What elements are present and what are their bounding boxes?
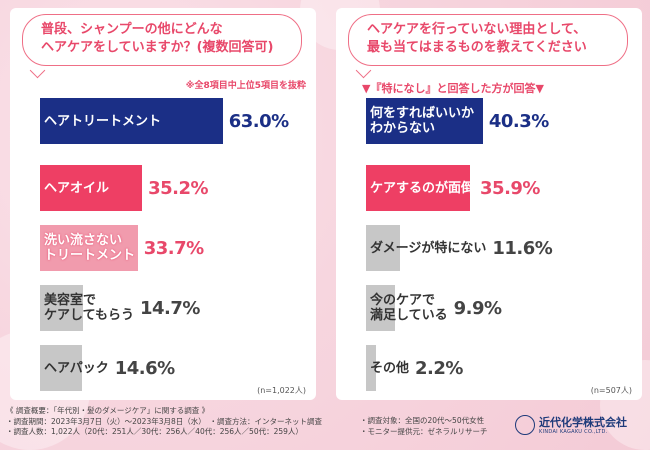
bar [366,345,376,391]
bar-category-label: ダメージが特にない [370,225,486,271]
bar-category-line: その他 [370,360,410,376]
bar-value-label: 14.7% [139,297,200,319]
question-line: ヘアケアをしていますか？(複数回答可) [41,40,274,55]
bar-category-line: 何をすればいいか [370,106,475,121]
bar [366,98,483,144]
bar-value-label: 14.6% [114,357,175,379]
bar-category-line: ダメージが特にない [370,240,487,256]
bar-category-line: 洗い流さない [44,233,123,248]
bar-category-label: 美容室で ケアしてもらう [44,285,134,331]
bar-value-label: 40.3% [488,110,549,132]
bar-category-line: ヘアトリートメント [44,113,162,129]
question-line: 普段、シャンプーの他にどんな [41,22,223,37]
footer-line: ・調査期間：2023年3月7日（火）～2023年3月8日（水） ・調査方法：イン… [6,416,323,426]
question-line: 最も当てはまるものを教えてください [367,40,587,55]
bar-category-label: 洗い流さない トリートメント [44,225,135,271]
bar-category-line: トリートメント [44,248,136,263]
bar-category-line: 満足している [370,308,448,323]
logo-name: 近代化学株式会社 [539,416,627,429]
bar-category-line: 今のケアで [370,293,436,308]
bar [366,285,395,331]
bar-value-label: 63.0% [228,110,289,132]
bar-category-line: 美容室で [44,293,97,308]
question-line: ヘアケアを行っていない理由として、 [367,22,587,37]
footer-line: ・調査対象：全国の20代～50代女性 [360,416,485,425]
bar-category-label: ヘアオイル [44,165,109,211]
bar-value-label: 11.6% [492,237,553,259]
right-question: ヘアケアを行っていない理由として、 最も当てはまるものを教えてください [348,14,628,66]
bar-category-label: ヘアパック [44,345,109,391]
right-panel: ヘアケアを行っていない理由として、 最も当てはまるものを教えてください ▼『特に… [336,8,642,400]
footer-line: 《 調査概要：「年代別・髪のダメージケア」に関する調査 》 [6,406,210,415]
bar-value-label: 2.2% [415,357,463,379]
bar-category-label: ケアするのが面倒 [370,165,474,211]
bar-category-line: ヘアオイル [44,180,110,196]
bar-value-label: 35.9% [480,177,540,199]
bar [366,165,471,211]
bar-value-label: 35.2% [148,177,209,199]
bar-category-label: その他 [370,345,409,391]
bar [40,285,83,331]
bar [40,345,83,391]
bar-category-line: ケアするのが面倒 [370,180,475,196]
bar-value-label: 33.7% [143,237,204,259]
left-panel: 普段、シャンプーの他にどんな ヘアケアをしていますか？(複数回答可) ※全8項目… [10,8,316,400]
left-question: 普段、シャンプーの他にどんな ヘアケアをしていますか？(複数回答可) [22,14,302,66]
company-logo: 近代化学株式会社 KINDAI KAGAKU CO.,LTD. [515,413,645,441]
bar-category-label: 今のケアで 満足している [370,285,448,331]
sample-size: (n=507人) [590,386,632,395]
footer-line: ・調査人数：1,022人（20代：251人／30代：256人／40代：256人／… [6,427,303,436]
bar-category-line: わからない [370,121,436,136]
bar-category-label: 何をすればいいか わからない [370,98,474,144]
subtitle: ▼『特になし』と回答した方が回答▼ [362,82,544,95]
footer-line: ・モニター提供元：ゼネラルリサーチ [360,426,488,436]
sample-size: (n=1,022人) [257,386,306,395]
footer-left: 《 調査概要：「年代別・髪のダメージケア」に関する調査 》 ・調査期間：2023… [6,406,322,438]
bar-category-line: ケアしてもらう [44,308,134,323]
bar [40,98,223,144]
bar [40,165,143,211]
bar [40,225,138,271]
footer-right: ・調査対象：全国の20代～50代女性 ・モニター提供元：ゼネラルリサーチ [360,416,488,437]
logo-en: KINDAI KAGAKU CO.,LTD. [539,429,608,435]
bar-category-label: ヘアトリートメント [44,98,161,144]
bar [366,225,400,271]
note: ※全8項目中上位5項目を抜粋 [185,81,306,91]
bar-category-line: ヘアパック [44,360,109,376]
logo-mark-icon [515,415,535,435]
bar-value-label: 9.9% [453,297,502,319]
